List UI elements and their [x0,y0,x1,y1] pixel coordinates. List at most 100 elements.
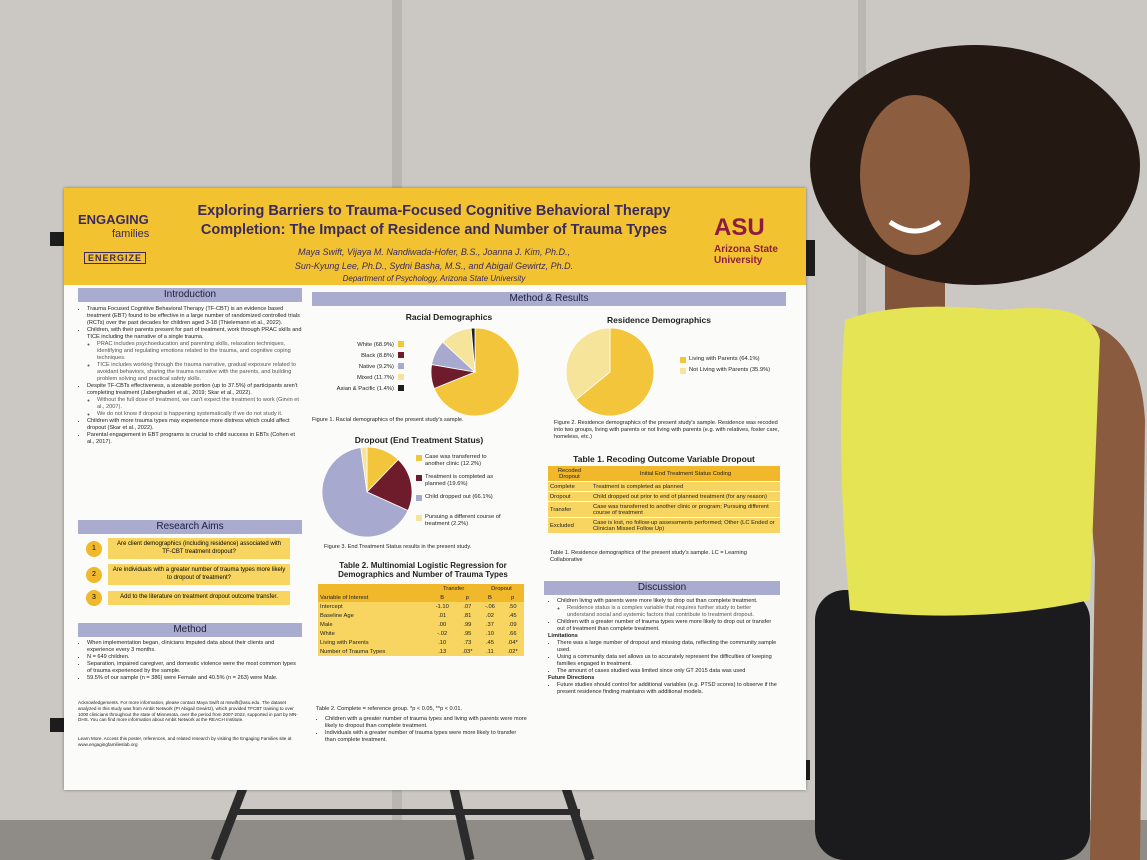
table-cell: Case is lost, no follow-up assessments p… [590,517,780,533]
table-cell: .07 [463,603,472,610]
aim-text: Are individuals with a greater number of… [108,564,290,585]
table-cell: .10 [438,639,447,646]
table-cell: Intercept [320,603,343,610]
bullet-list: Children living with parents were more l… [548,598,778,633]
table-row: Male .00 .99 .37 .09 [318,620,524,629]
aim-text: Are client demographics (including resid… [108,538,290,559]
pie-slice [366,458,413,512]
section-heading: Introduction [78,288,302,302]
aim: 2 Are individuals with a greater number o… [86,564,290,585]
table-cell: -.06 [484,603,495,610]
table-header: B [428,593,456,602]
logo-left-tag: ENERGIZE [84,252,147,264]
legend-label-box: Case was transferred to another clinic (… [425,454,487,467]
figure-title: Residence Demographics [607,315,711,325]
legend-label-box: Treatment is completed as planned (19.6%… [425,474,493,487]
table-cell: -1.10 [435,603,449,610]
table-cell: .04* [507,639,518,646]
table-row: Transfer Case was transferred to another … [548,501,780,518]
table-cell: White [320,630,335,637]
legend-label: Not Living with Parents (35.9%) [689,367,771,373]
table-header: Variable of Interest [318,593,429,602]
section-heading: Method & Results [312,292,786,306]
table-cell: .95 [463,630,472,637]
bullet-list: Trauma Focused Cognitive Behavioral Ther… [78,306,302,446]
table-cell: .66 [508,630,517,637]
table-header: Recoded Dropout [548,466,591,482]
table-cell: .10 [485,630,494,637]
table-cell: .45 [485,639,494,646]
legend-swatch [416,455,422,461]
method-text: When implementation began, clinicians im… [78,640,302,682]
legend-swatch [416,515,422,521]
table-row: Baseline Age .01 .81 .02 .45 [318,611,524,620]
bullet: Separation, impaired caregiver, and dome… [87,661,302,675]
pie-slice [470,327,476,373]
bullet: Despite TF-CBTs effectiveness, a sizeabl… [87,383,302,418]
table-cell: Excluded [548,517,591,533]
table-cell: Baseline Age [320,612,354,619]
table-cell: Living with Parents [320,639,369,646]
department: Department of Psychology, Arizona State … [342,274,526,283]
table-cell: .01 [438,612,447,619]
table1: Recoded Dropout Initial End Treatment Sta… [548,466,780,533]
table-cell: Male [320,621,333,628]
figure-title: Dropout (End Treatment Status) [354,435,484,445]
legend-swatch [680,368,686,374]
table-cell: .11 [486,648,494,655]
figure-caption: Figure 1. Racial demographics of the pre… [312,417,464,423]
figure-caption: Figure 3. End Treatment Status results i… [324,544,472,550]
section-heading: Method [78,623,302,637]
table-cell: Number of Trauma Types [320,648,386,655]
sub-bullet: PRAC includes psychoeducation and parent… [97,341,302,362]
table-cell: .02 [485,612,494,619]
legend-label: Living with Parents (64.1%) [689,356,760,362]
subheading: Future Directions [548,675,595,681]
sub-bullet: We do not know if dropout is happening s… [97,411,302,418]
legend-swatch [398,363,404,369]
table-cell: Transfer [548,501,591,518]
figures: White (68.9%) Black (8.8%) Native (9.2%) Mi… [321,327,771,538]
bullet: The amount of cases studied was limited … [557,668,778,675]
poster: ENGAGING families ENERGIZE Exploring Bar… [64,188,806,790]
table-header: p [501,593,524,602]
poster-header: ENGAGING families ENERGIZE Exploring Bar… [64,188,806,285]
table-cell: Case was transferred to another clinic o… [590,501,780,518]
legend-label-box: Living with Parents (64.1%) [689,356,760,362]
introduction-text: Trauma Focused Cognitive Behavioral Ther… [78,306,302,446]
table-title: Table 1. Recoding Outcome Variable Dropo… [573,454,755,464]
figure-title: Racial Demographics [405,312,493,322]
table-header: Transfer [428,584,479,593]
aim-number: 1 [86,540,102,557]
pie-slice [433,327,520,417]
subheading: Limitations [548,633,578,639]
table-cell: .03* [462,648,473,655]
bullet-list: There was a large number of dropout and … [548,640,778,675]
table-cell: Dropout [548,491,591,502]
table-note: Table 2. Complete = reference group. *p … [316,706,462,712]
learn-more: Learn More. Access this poster, referenc… [78,736,292,747]
legend-swatch [680,357,686,363]
aim-number: 3 [86,590,102,606]
table-row: Dropout Child dropped out prior to end of… [548,491,780,502]
table-row: Excluded Case is lost, no follow-up asses… [548,517,780,533]
poster-title: Exploring Barriers to Trauma-Focused Cog… [197,203,671,238]
table-row: Living with Parents .10 .73 .45 .04* [318,638,524,647]
table2-findings: Children with a greater number of trauma… [316,716,528,744]
legend-swatch [398,341,404,347]
legend-label-box: Pursuing a different course of treatment… [425,514,501,527]
legend-swatch [416,495,422,501]
legend-swatch [398,352,404,358]
bullet: N = 649 children. [87,654,302,661]
table-caption: Table 1. Residence demographics of the p… [550,550,747,563]
table-cell: .13 [438,648,447,655]
section-heading: Research Aims [78,520,302,534]
table-header: Dropout [478,584,524,593]
legend-label-box: Child dropped out (66.1%) [425,494,493,500]
aim-text: Add to the literature on treatment dropo… [108,591,290,605]
table-cell: .37 [485,621,494,628]
pie-slice [575,327,655,417]
